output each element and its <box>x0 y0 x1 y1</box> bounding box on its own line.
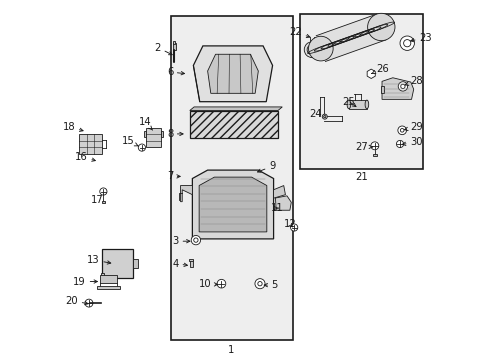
Circle shape <box>254 279 264 289</box>
Circle shape <box>399 36 413 50</box>
Text: 22: 22 <box>289 27 309 37</box>
Text: 18: 18 <box>62 122 83 132</box>
Text: 25: 25 <box>342 96 355 107</box>
Text: 4: 4 <box>172 258 187 269</box>
Circle shape <box>308 36 332 61</box>
Bar <box>189 111 277 138</box>
Text: 8: 8 <box>166 129 183 139</box>
Text: 10: 10 <box>198 279 217 289</box>
Circle shape <box>397 126 406 135</box>
Polygon shape <box>207 54 258 93</box>
Text: 2: 2 <box>154 42 172 55</box>
Text: 30: 30 <box>402 137 422 147</box>
Bar <box>102 249 133 278</box>
Bar <box>133 259 138 268</box>
Text: 9: 9 <box>257 161 275 172</box>
Polygon shape <box>180 185 192 202</box>
Circle shape <box>396 140 403 148</box>
Bar <box>300 14 422 169</box>
Text: 17: 17 <box>91 195 104 205</box>
Circle shape <box>367 13 394 41</box>
Text: 3: 3 <box>172 236 189 246</box>
Text: 1: 1 <box>227 345 234 355</box>
Bar <box>79 134 102 154</box>
Circle shape <box>138 144 145 151</box>
Ellipse shape <box>365 100 368 109</box>
Text: 16: 16 <box>75 152 95 162</box>
Bar <box>189 260 192 267</box>
Text: 24: 24 <box>309 109 322 120</box>
Bar <box>170 16 292 340</box>
Circle shape <box>290 224 297 231</box>
Bar <box>372 154 376 156</box>
Text: 27: 27 <box>354 142 372 152</box>
Text: 15: 15 <box>122 136 139 146</box>
Bar <box>146 128 161 147</box>
Bar <box>101 273 104 278</box>
Circle shape <box>100 188 107 195</box>
Bar <box>172 43 176 50</box>
Polygon shape <box>381 78 413 99</box>
Bar <box>97 286 120 289</box>
Polygon shape <box>192 170 273 239</box>
Text: 19: 19 <box>73 276 97 287</box>
Text: 29: 29 <box>404 122 422 132</box>
Text: 14: 14 <box>139 117 152 130</box>
Polygon shape <box>193 46 272 102</box>
Polygon shape <box>366 69 374 78</box>
Polygon shape <box>273 185 285 198</box>
Polygon shape <box>189 107 282 111</box>
Polygon shape <box>199 177 266 232</box>
Ellipse shape <box>346 100 350 109</box>
Text: 21: 21 <box>354 172 367 182</box>
Circle shape <box>191 235 200 245</box>
Circle shape <box>397 82 407 91</box>
Text: 23: 23 <box>410 33 431 43</box>
Circle shape <box>85 299 93 307</box>
Bar <box>161 131 163 136</box>
Text: 11: 11 <box>270 203 283 213</box>
Bar <box>144 131 146 136</box>
Text: 12: 12 <box>283 219 296 229</box>
Bar <box>348 100 366 109</box>
Text: 28: 28 <box>405 76 422 86</box>
Bar <box>102 201 105 203</box>
Text: 20: 20 <box>65 296 88 306</box>
Circle shape <box>322 114 326 119</box>
Text: 6: 6 <box>166 67 184 77</box>
Circle shape <box>304 42 320 58</box>
Bar <box>173 41 175 44</box>
Bar <box>188 259 193 261</box>
Text: 7: 7 <box>166 171 180 181</box>
Text: 5: 5 <box>264 280 277 290</box>
Bar <box>100 275 117 283</box>
Polygon shape <box>275 196 291 210</box>
Bar <box>381 86 384 93</box>
Polygon shape <box>316 14 385 62</box>
Text: 26: 26 <box>371 64 388 74</box>
Circle shape <box>370 142 378 150</box>
Circle shape <box>217 279 225 288</box>
Text: 13: 13 <box>87 255 110 265</box>
